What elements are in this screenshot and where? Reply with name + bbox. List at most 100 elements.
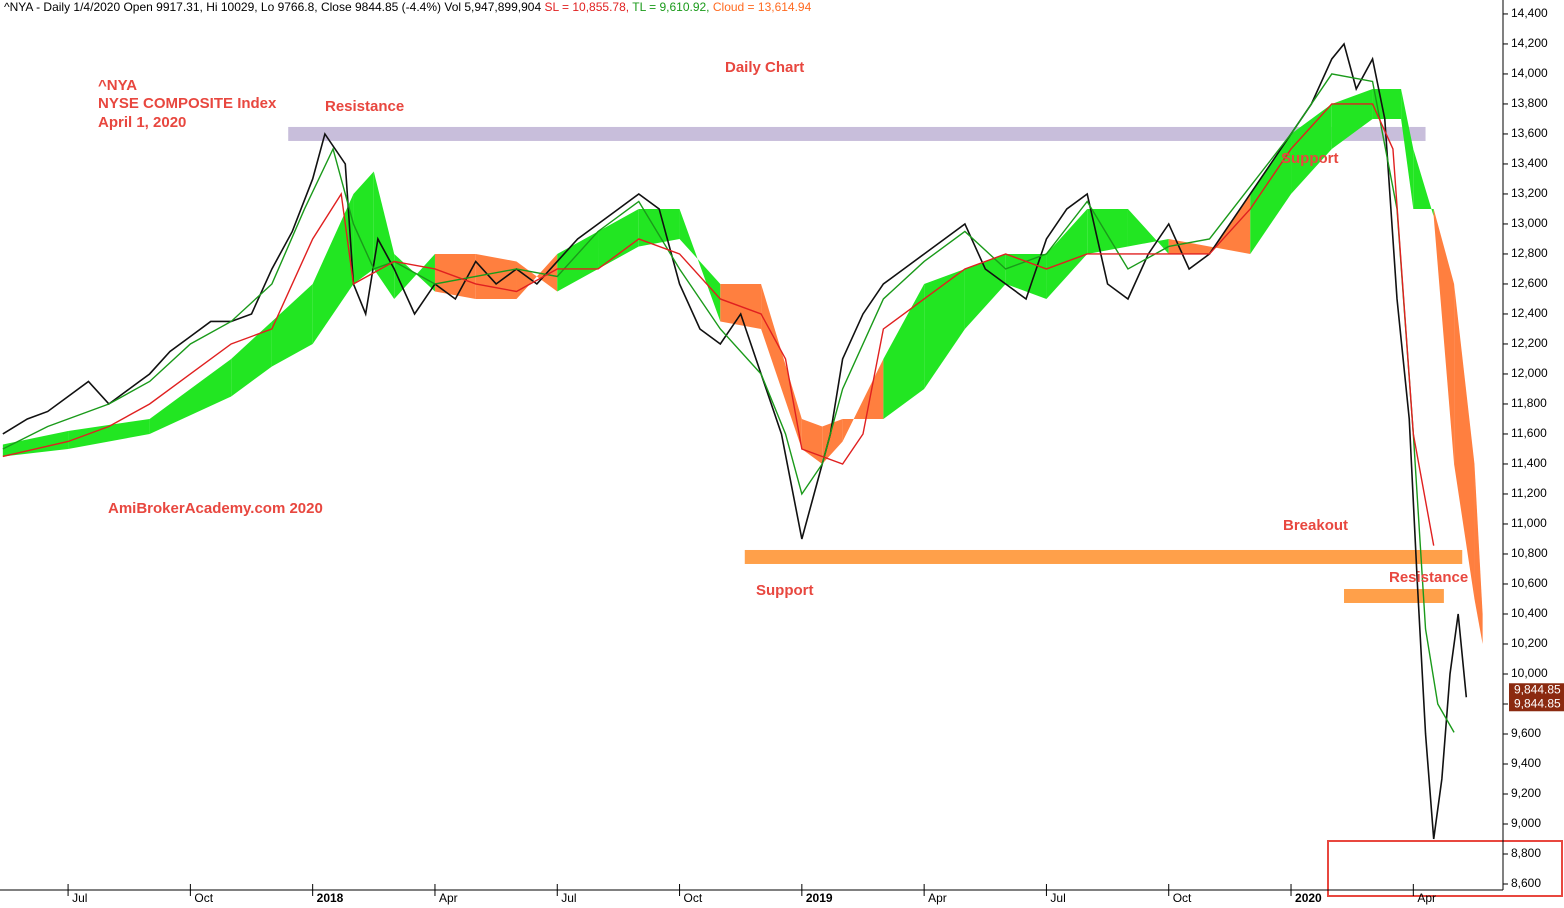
annotation: NYSE COMPOSITE Index: [98, 95, 277, 112]
annotation: AmiBrokerAcademy.com 2020: [108, 500, 323, 517]
y-tick-label: 9,400: [1511, 756, 1541, 770]
cloud-segment: [883, 283, 925, 419]
price-label: 9,844.85: [1514, 682, 1561, 696]
x-tick-label: Jul: [1050, 891, 1065, 905]
annotation: Daily Chart: [725, 59, 804, 76]
highlight-box: [1327, 840, 1563, 897]
y-tick-label: 11,200: [1511, 486, 1547, 500]
cloud-segment: [1046, 208, 1088, 299]
cloud-segment: [761, 283, 802, 449]
y-tick-label: 12,600: [1511, 276, 1548, 290]
price-label-box: [1509, 683, 1564, 712]
y-tick-label: 10,800: [1511, 546, 1548, 560]
cloud-segment: [68, 418, 150, 449]
level-band: [288, 126, 1426, 141]
x-tick-label: Oct: [1173, 891, 1192, 905]
y-tick-label: 14,000: [1511, 66, 1548, 80]
x-tick-label: Apr: [439, 891, 458, 905]
cloud-segment: [394, 253, 435, 299]
cloud-segment: [598, 208, 639, 269]
cloud-segment: [801, 418, 823, 464]
annotation: Breakout: [1283, 517, 1348, 534]
x-tick-label: Apr: [1417, 891, 1436, 905]
price-label: 9,844.85: [1514, 696, 1561, 710]
y-tick-label: 12,800: [1511, 246, 1548, 260]
annotation: Support: [756, 582, 814, 599]
annotation: Resistance: [1389, 569, 1468, 586]
level-band: [1344, 588, 1444, 603]
x-tick-label: 2020: [1295, 891, 1322, 905]
cloud-segment: [1291, 103, 1332, 194]
line-series: [2, 73, 1455, 733]
y-tick-label: 13,400: [1511, 156, 1548, 170]
cloud-segment: [1087, 208, 1128, 254]
y-tick-label: 11,400: [1511, 456, 1547, 470]
y-tick-label: 11,800: [1511, 396, 1547, 410]
cloud-segment: [149, 358, 232, 434]
x-tick-label: 2019: [806, 891, 833, 905]
cloud-segment: [1454, 283, 1475, 599]
x-tick-label: Jul: [72, 891, 87, 905]
cloud-segment: [1413, 148, 1434, 217]
y-tick-label: 11,000: [1511, 516, 1547, 530]
y-tick-label: 8,600: [1511, 876, 1541, 890]
cloud-segment: [2, 430, 69, 457]
y-tick-label: 9,600: [1511, 726, 1541, 740]
cloud-segment: [353, 171, 374, 284]
cloud-segment: [964, 253, 1006, 329]
y-tick-label: 9,200: [1511, 786, 1541, 800]
cloud-segment: [822, 418, 843, 464]
x-tick-label: Oct: [684, 891, 703, 905]
annotation: ^NYA: [98, 77, 137, 94]
x-tick-label: Apr: [928, 891, 947, 905]
y-tick-label: 14,400: [1511, 6, 1548, 20]
y-tick-label: 8,800: [1511, 846, 1541, 860]
cloud-segment: [1401, 88, 1414, 209]
cloud-segment: [924, 268, 965, 389]
annotation: Resistance: [325, 98, 404, 115]
y-tick-label: 11,600: [1511, 426, 1547, 440]
line-series: [2, 103, 1435, 546]
y-tick-label: 10,000: [1511, 666, 1548, 680]
line-series: [2, 42, 1468, 840]
cloud-segment: [373, 171, 395, 299]
x-tick-label: 2018: [317, 891, 344, 905]
y-tick-label: 12,400: [1511, 306, 1548, 320]
cloud-segment: [516, 253, 558, 299]
y-tick-label: 9,000: [1511, 816, 1541, 830]
cloud-segment: [1474, 463, 1483, 644]
level-band: [744, 549, 1463, 564]
x-tick-label: Oct: [194, 891, 213, 905]
header-part: ^NYA - Daily 1/4/2020 Open 9917.31, Hi 1…: [4, 0, 541, 14]
cloud-segment: [679, 208, 721, 322]
y-tick-label: 14,200: [1511, 36, 1548, 50]
cloud-segment: [1168, 238, 1210, 254]
header-part: TL = 9,610.92,: [632, 0, 709, 14]
x-tick-label: Jul: [561, 891, 576, 905]
y-tick-label: 13,800: [1511, 96, 1548, 110]
cloud-segment: [842, 358, 884, 442]
y-tick-label: 10,600: [1511, 576, 1548, 590]
cloud-segment: [557, 231, 599, 292]
y-tick-label: 13,000: [1511, 216, 1548, 230]
header-part: Cloud = 13,614.94: [713, 0, 812, 14]
cloud-segment: [271, 283, 313, 367]
y-tick-label: 13,600: [1511, 126, 1548, 140]
cloud-segment: [231, 321, 272, 397]
header: ^NYA - Daily 1/4/2020 Open 9917.31, Hi 1…: [4, 0, 812, 14]
cloud-segment: [1127, 208, 1169, 254]
annotation: Support: [1281, 150, 1339, 167]
y-tick-label: 13,200: [1511, 186, 1548, 200]
cloud-segment: [312, 193, 354, 344]
y-tick-label: 10,400: [1511, 606, 1548, 620]
y-tick-label: 12,200: [1511, 336, 1548, 350]
cloud-segment: [1005, 253, 1047, 299]
cloud-segment: [1433, 208, 1455, 464]
y-tick-label: 10,200: [1511, 636, 1548, 650]
header-part: SL = 10,855.78,: [544, 0, 629, 14]
y-tick-label: 12,000: [1511, 366, 1548, 380]
annotation: April 1, 2020: [98, 114, 186, 131]
cloud-segment: [475, 253, 517, 299]
